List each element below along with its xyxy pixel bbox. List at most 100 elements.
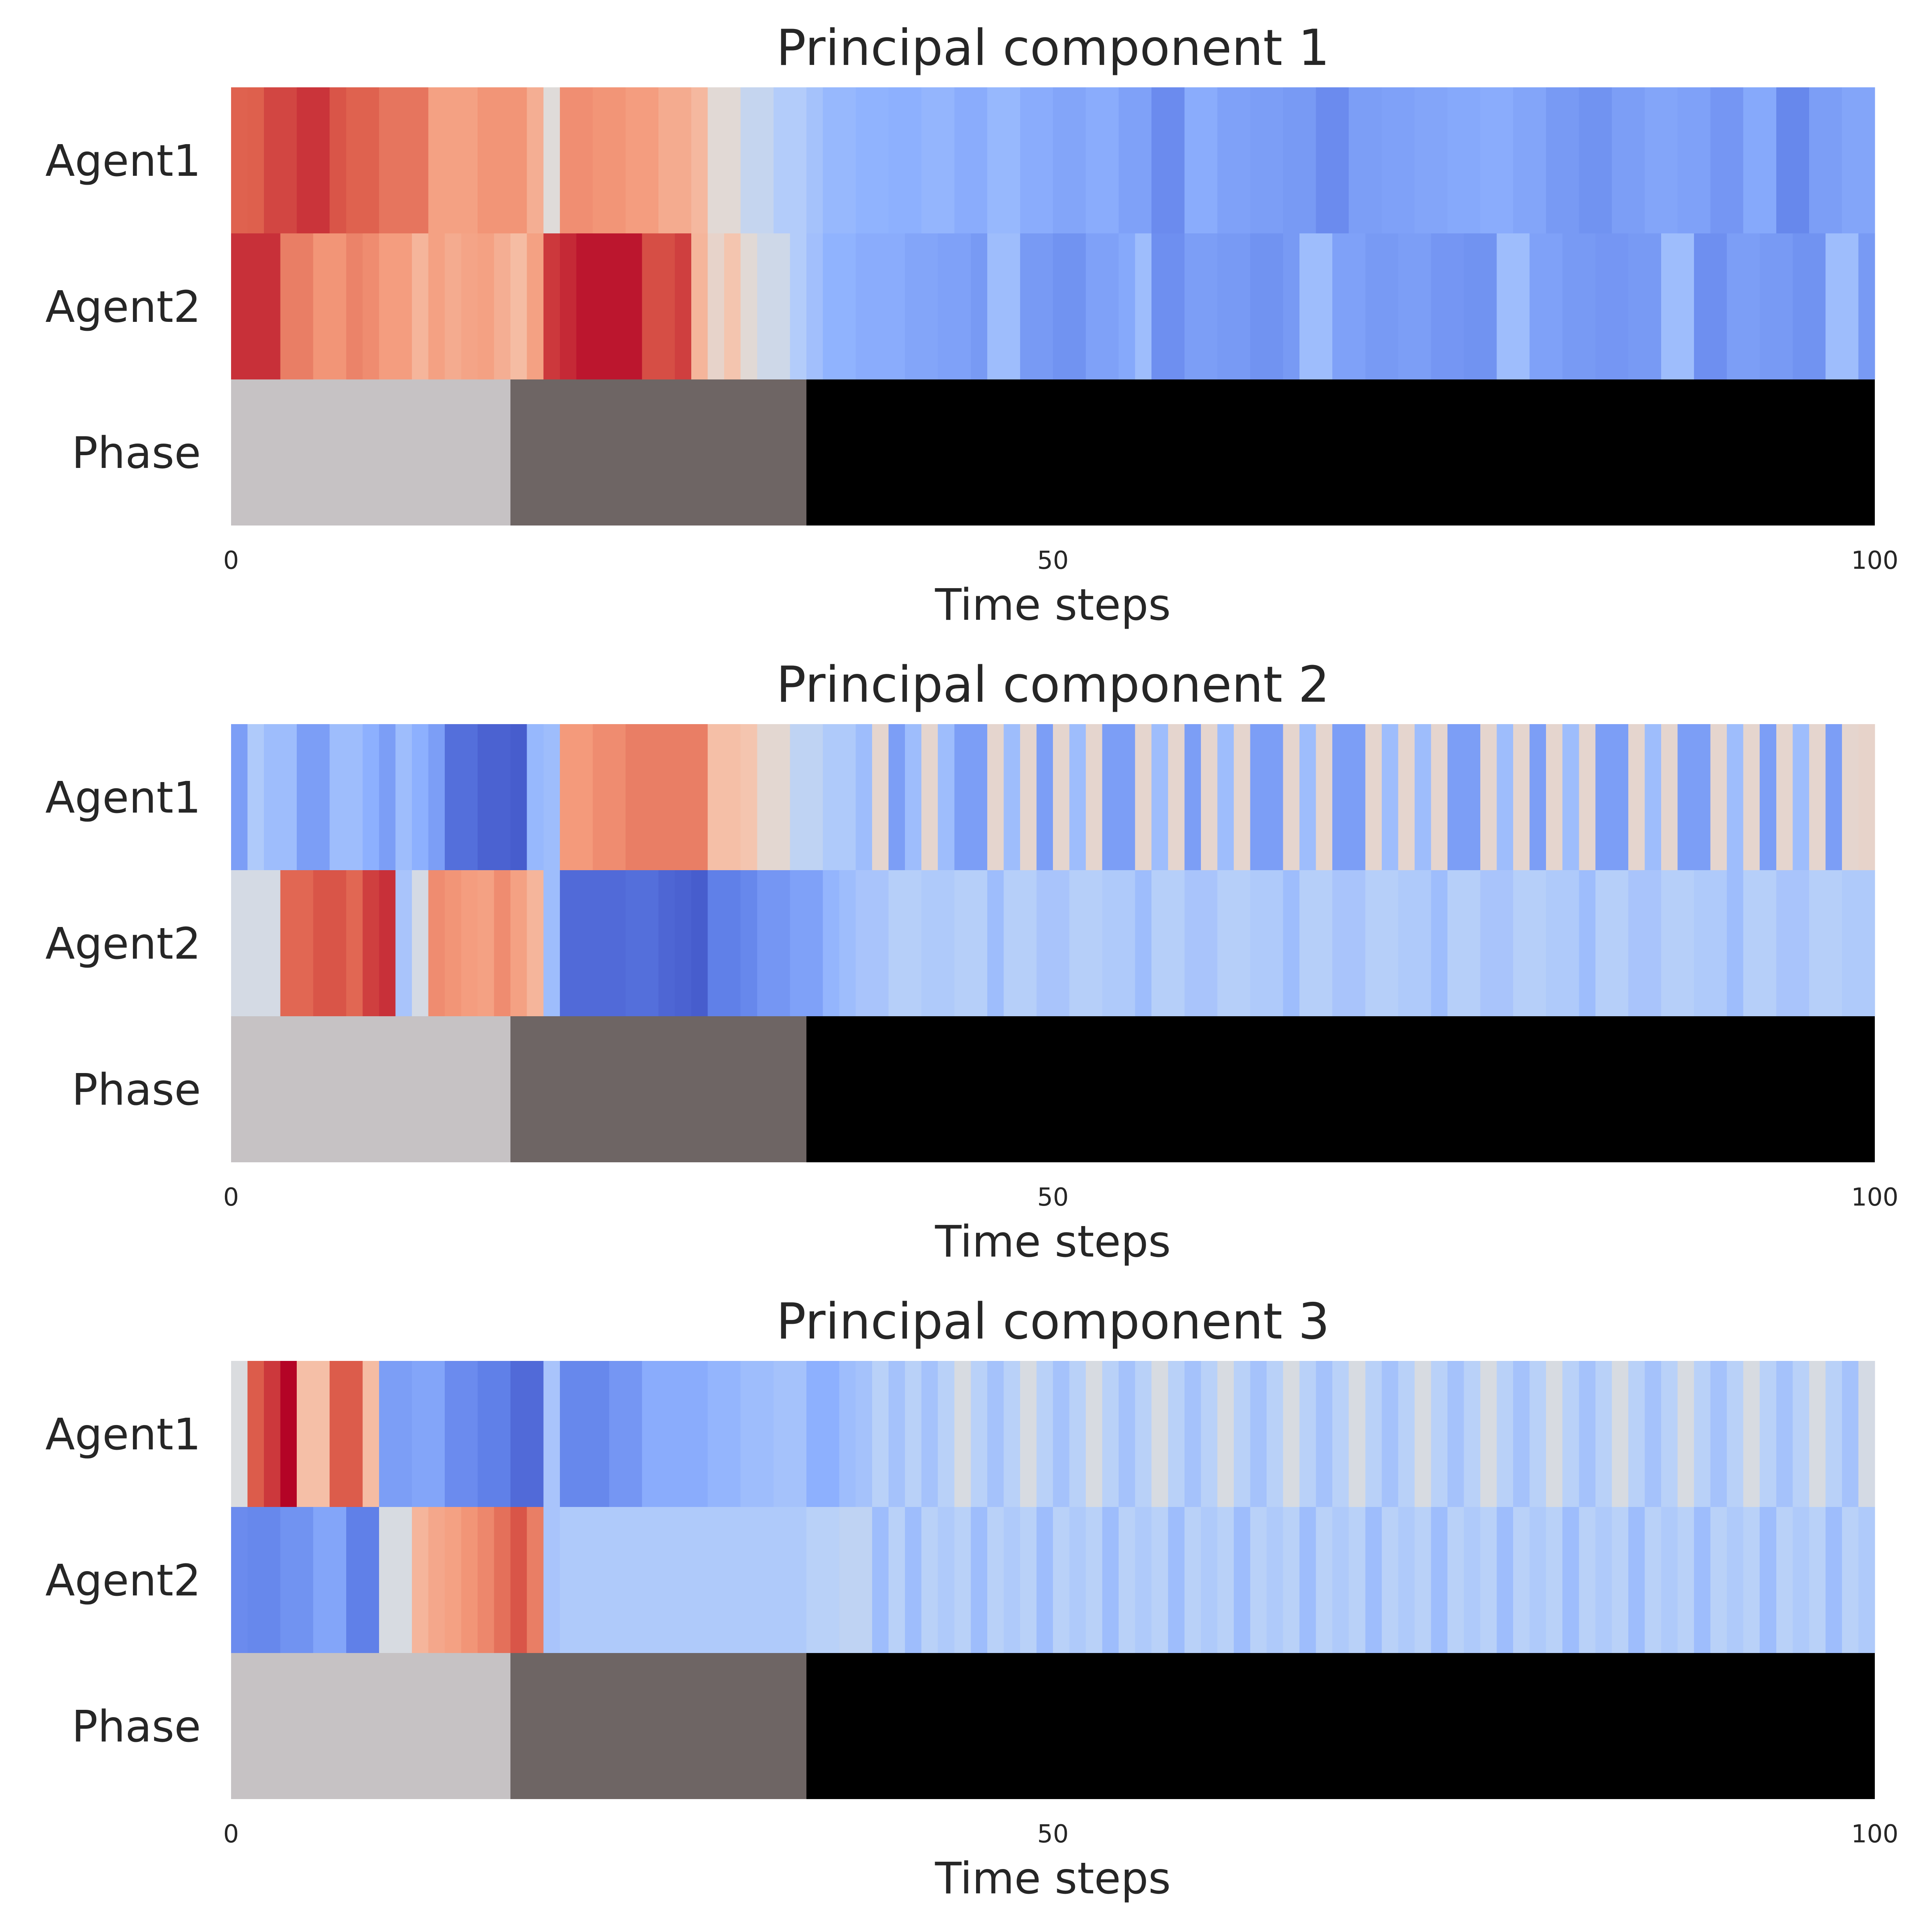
- heat-cell: [1529, 87, 1546, 233]
- heat-cell: [1151, 1507, 1168, 1653]
- heat-cell: [1398, 724, 1415, 870]
- heat-cell: [1628, 870, 1645, 1016]
- heat-cell: [494, 233, 511, 379]
- heat-cell: [231, 1361, 248, 1507]
- heat-cell: [1398, 1507, 1415, 1653]
- heat-cell: [905, 1507, 922, 1653]
- heat-cell: [1579, 1507, 1596, 1653]
- heat-cell: [724, 87, 741, 233]
- heat-cell: [691, 870, 708, 1016]
- heat-cell: [1299, 1507, 1316, 1653]
- heat-cell: [313, 233, 330, 379]
- heat-cell: [773, 233, 790, 379]
- heat-cell: [1842, 870, 1859, 1016]
- heat-cell: [1135, 1507, 1152, 1653]
- heat-cell: [658, 1361, 675, 1507]
- heat-cell: [576, 870, 593, 1016]
- heat-cell: [839, 87, 856, 233]
- heat-cell: [1102, 870, 1119, 1016]
- heat-cell: [1003, 1361, 1020, 1507]
- heat-cell: [1727, 87, 1744, 233]
- heat-cell: [1349, 870, 1366, 1016]
- heat-cell: [527, 87, 544, 233]
- heat-cell: [1661, 1361, 1678, 1507]
- heat-cell: [1710, 87, 1727, 233]
- heat-cell: [642, 724, 659, 870]
- heat-cell: [757, 870, 774, 1016]
- heat-cell: [395, 724, 412, 870]
- heat-cell: [1168, 870, 1185, 1016]
- heat-cell: [625, 1361, 643, 1507]
- heat-cell: [346, 870, 363, 1016]
- row-label: Phase: [72, 1065, 201, 1115]
- heat-cell: [1546, 724, 1563, 870]
- heat-cell: [560, 1507, 577, 1653]
- heat-cell: [297, 233, 314, 379]
- heat-cell: [823, 724, 840, 870]
- heat-cell: [1595, 870, 1612, 1016]
- heat-cell: [1793, 724, 1810, 870]
- heat-cell: [297, 870, 314, 1016]
- heat-cell: [1727, 1507, 1744, 1653]
- heat-cell: [313, 87, 330, 233]
- heat-cell: [1349, 724, 1366, 870]
- heat-cell: [494, 870, 511, 1016]
- heat-cell: [1464, 724, 1481, 870]
- heat-cell: [395, 1507, 412, 1653]
- heat-cell: [379, 233, 396, 379]
- heat-cell: [691, 1507, 708, 1653]
- heat-cell: [658, 724, 675, 870]
- heat-cell: [1858, 233, 1875, 379]
- heat-cell: [855, 724, 872, 870]
- heat-cell: [839, 233, 856, 379]
- heat-cell: [1710, 233, 1727, 379]
- heat-cell: [1283, 233, 1300, 379]
- heat-cell: [1497, 1361, 1514, 1507]
- heat-cell: [1513, 724, 1530, 870]
- heat-cell: [1184, 1361, 1201, 1507]
- heat-cell: [379, 87, 396, 233]
- heat-cell: [1842, 233, 1859, 379]
- heat-cell: [707, 87, 724, 233]
- heat-cell: [478, 87, 495, 233]
- heat-cell: [1776, 724, 1793, 870]
- heat-cell: [1250, 1361, 1267, 1507]
- heat-cell: [1793, 87, 1810, 233]
- heat-cell: [527, 870, 544, 1016]
- heat-cell: [1151, 87, 1168, 233]
- heat-cell: [954, 1361, 971, 1507]
- heat-cell: [823, 870, 840, 1016]
- heat-cell: [790, 233, 807, 379]
- heat-cell: [658, 233, 675, 379]
- heat-cell: [1233, 1361, 1251, 1507]
- heat-cell: [1299, 1361, 1316, 1507]
- heat-cell: [576, 1361, 593, 1507]
- heat-cell: [1464, 1361, 1481, 1507]
- heat-cell: [872, 233, 889, 379]
- heat-cell: [1760, 1361, 1777, 1507]
- heat-cell: [987, 724, 1004, 870]
- heat-cell: [478, 233, 495, 379]
- heat-cell: [412, 870, 429, 1016]
- heat-cell: [609, 724, 626, 870]
- heat-cell: [1529, 870, 1546, 1016]
- heat-cell: [1760, 1507, 1777, 1653]
- heat-cell: [1184, 87, 1201, 233]
- heat-cell: [1480, 870, 1497, 1016]
- heat-cell: [1069, 233, 1086, 379]
- heat-cell: [938, 233, 955, 379]
- heat-cell: [1151, 1361, 1168, 1507]
- heat-cell: [330, 1507, 347, 1653]
- heat-cell: [1381, 1361, 1398, 1507]
- heat-cell: [1809, 1361, 1826, 1507]
- heat-cell: [740, 870, 757, 1016]
- heat-cell: [658, 1507, 675, 1653]
- heat-cell: [1710, 724, 1727, 870]
- heat-cell: [1579, 870, 1596, 1016]
- heat-cell: [790, 1507, 807, 1653]
- heat-cell: [806, 233, 823, 379]
- heat-cell: [1562, 870, 1579, 1016]
- heat-cell: [592, 233, 610, 379]
- phase-segment: [231, 1653, 511, 1799]
- heat-cell: [1628, 87, 1645, 233]
